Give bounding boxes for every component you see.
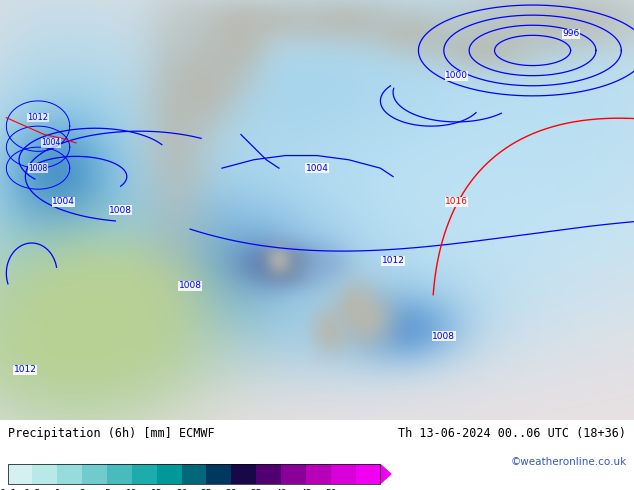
Text: 1004: 1004 [52, 197, 75, 206]
Bar [356, 464, 380, 485]
Bar [331, 464, 356, 485]
Text: 1012: 1012 [27, 113, 49, 122]
Text: 35: 35 [250, 489, 262, 490]
Text: 1000: 1000 [445, 71, 468, 80]
Text: 30: 30 [226, 489, 237, 490]
Bar [207, 464, 231, 485]
Bar [157, 464, 181, 485]
Text: 20: 20 [176, 489, 187, 490]
Text: 1016: 1016 [445, 197, 468, 206]
Bar [256, 464, 281, 485]
Text: 1008: 1008 [179, 281, 202, 291]
Polygon shape [380, 464, 392, 485]
Bar [281, 464, 306, 485]
Bar [231, 464, 256, 485]
Text: 996: 996 [562, 29, 579, 38]
Text: Th 13-06-2024 00..06 UTC (18+36): Th 13-06-2024 00..06 UTC (18+36) [398, 427, 626, 441]
Bar [8, 464, 32, 485]
Text: 1008: 1008 [109, 206, 132, 215]
Text: 50: 50 [325, 489, 337, 490]
Text: 1004: 1004 [41, 139, 60, 147]
Text: 1008: 1008 [29, 164, 48, 172]
Text: 5: 5 [104, 489, 110, 490]
Bar [181, 464, 207, 485]
Text: 25: 25 [201, 489, 212, 490]
Bar [32, 464, 57, 485]
Text: 1: 1 [55, 489, 60, 490]
Text: 2: 2 [79, 489, 85, 490]
Text: 10: 10 [126, 489, 138, 490]
Bar [306, 464, 331, 485]
Text: 1004: 1004 [306, 164, 328, 172]
Bar [132, 464, 157, 485]
Bar [107, 464, 132, 485]
Text: 0.5: 0.5 [24, 489, 41, 490]
Text: 1008: 1008 [432, 332, 455, 341]
Text: 1012: 1012 [382, 256, 404, 265]
Text: Precipitation (6h) [mm] ECMWF: Precipitation (6h) [mm] ECMWF [8, 427, 214, 441]
Text: 45: 45 [300, 489, 311, 490]
Bar [57, 464, 82, 485]
Bar [82, 464, 107, 485]
Bar [8, 464, 380, 485]
Text: 0.1: 0.1 [0, 489, 16, 490]
Text: 15: 15 [151, 489, 162, 490]
Text: 1012: 1012 [14, 366, 37, 374]
Text: ©weatheronline.co.uk: ©weatheronline.co.uk [510, 457, 626, 466]
Text: 40: 40 [275, 489, 287, 490]
